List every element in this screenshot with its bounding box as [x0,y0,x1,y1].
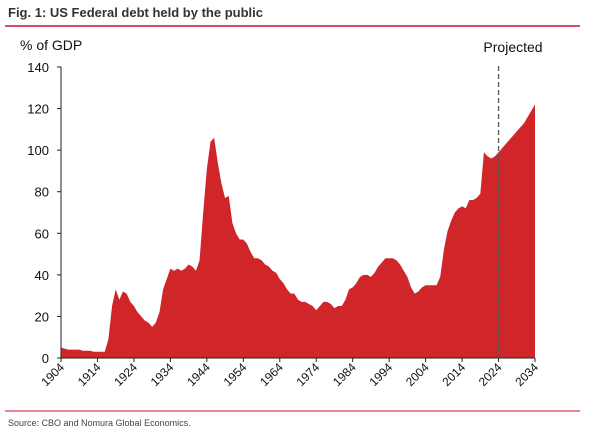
x-tick-label: 1954 [221,360,250,389]
chart-title: Fig. 1: US Federal debt held by the publ… [8,5,263,20]
x-tick-label: 2024 [476,360,505,389]
x-tick-label: 1964 [257,360,286,389]
x-tick-label: 2004 [403,360,432,389]
x-tick-label: 1994 [366,360,395,389]
x-tick-label: 1934 [148,360,177,389]
y-tick-label: 120 [27,102,49,117]
source: Source: CBO and Nomura Global Economics. [8,418,191,428]
x-tick-label: 1914 [75,360,104,389]
y-tick-label: 100 [27,143,49,158]
y-tick-label: 0 [42,351,49,366]
x-tick-label: 1944 [184,360,213,389]
y-axis-label: % of GDP [20,37,82,53]
y-tick-label: 140 [27,60,49,75]
y-tick-label: 20 [35,309,49,324]
x-tick-label: 1974 [294,360,323,389]
y-tick-label: 40 [35,268,49,283]
area [61,104,535,359]
y-tick-label: 60 [35,226,49,241]
x-tick-label: 1924 [111,360,140,389]
y-tick-label: 80 [35,185,49,200]
annotation: Projected [483,39,542,55]
x-tick-label: 2034 [512,360,541,389]
x-tick-label: 1984 [330,360,359,389]
x-tick-label: 2014 [439,360,468,389]
